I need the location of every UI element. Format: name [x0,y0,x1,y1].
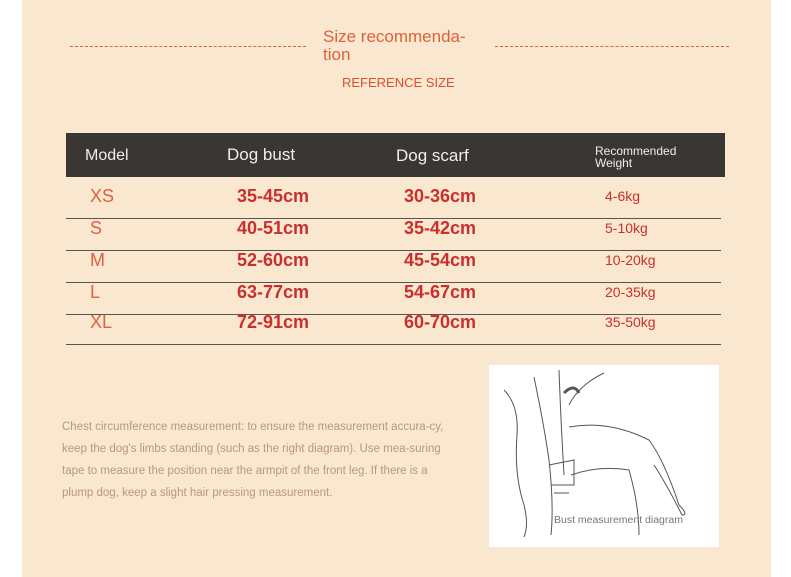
cell-scarf: 60-70cm [404,312,477,332]
cell-weight: 4-6kg [605,188,641,204]
cell-scarf: 54-67cm [404,282,477,302]
header-model: Model [85,147,129,164]
cell-model: S [90,218,103,238]
cell-weight: 35-50kg [605,314,656,330]
divider-left [70,46,306,47]
dog-measurement-illustration [503,369,686,538]
divider-right [495,46,729,47]
cell-bust: 40-51cm [237,218,310,238]
cell-scarf: 30-36cm [404,186,477,206]
measurement-note: Chest circumference measurement: to ensu… [62,421,444,499]
cell-weight: 20-35kg [605,284,656,300]
cell-bust: 52-60cm [237,250,310,270]
table-row: S 40-51cm 35-42cm 5-10kg [66,218,721,251]
table-row: XL 72-91cm 60-70cm 35-50kg [66,312,721,345]
cell-model: XS [90,186,115,206]
table-row: XS 35-45cm 30-36cm 4-6kg [66,186,721,219]
cell-bust: 63-77cm [237,282,310,302]
table-row: L 63-77cm 54-67cm 20-35kg [66,282,721,315]
cell-weight: 5-10kg [605,220,648,236]
cell-weight: 10-20kg [605,252,656,268]
title-line-1: Size recommenda- [323,27,466,46]
header-scarf: Dog scarf [396,146,469,165]
table-header: Model Dog bust Dog scarf Recommended Wei… [66,133,725,177]
title-line-2: tion [323,45,351,64]
chart-subtitle: REFERENCE SIZE [342,75,455,90]
table-row: M 52-60cm 45-54cm 10-20kg [66,250,721,283]
cell-bust: 72-91cm [237,312,310,332]
chart-title: Size recommenda-tion [323,28,483,64]
header-bust: Dog bust [227,145,296,164]
cell-model: L [90,282,101,302]
bust-measurement-diagram: Bust measurement diagram [489,365,719,547]
cell-scarf: 45-54cm [404,250,477,270]
cell-model: XL [90,312,113,332]
cell-scarf: 35-42cm [404,218,477,238]
diagram-caption: Bust measurement diagram [554,514,683,526]
header-weight: Recommended Weight [595,144,677,170]
cell-bust: 35-45cm [237,186,310,206]
cell-model: M [90,250,105,270]
